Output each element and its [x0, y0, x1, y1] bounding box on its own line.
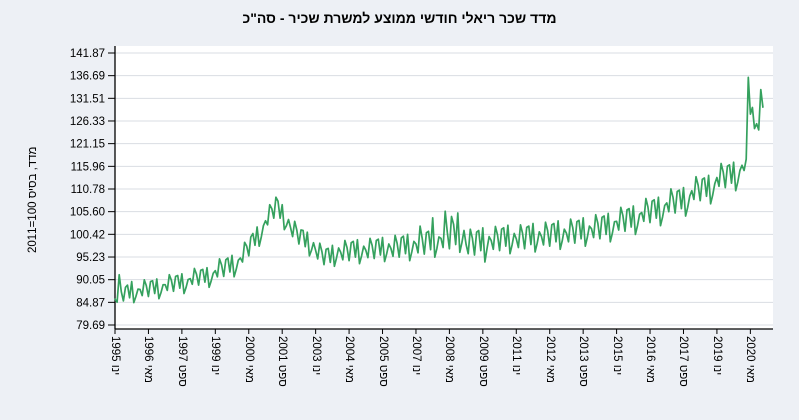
y-tick-label: 131.51	[70, 93, 105, 105]
x-tick-label: ינו 2019	[710, 336, 723, 376]
x-tick-label: מאי 2020	[744, 336, 757, 383]
x-tick-label: מאי 2016	[644, 336, 657, 383]
x-tick-label: מאי 2004	[343, 336, 356, 383]
x-tick-label: מאי 1996	[142, 336, 155, 383]
x-tick-label: ינו 1995	[109, 336, 121, 376]
y-tick-label: 141.87	[70, 48, 105, 60]
y-tick-label: 90.05	[76, 275, 105, 287]
y-tick-label: 105.60	[70, 207, 105, 219]
x-tick-label: ספט 1997	[175, 336, 188, 387]
plot-area	[115, 46, 773, 329]
series-line	[114, 76, 764, 304]
y-tick-label: 95.23	[76, 252, 105, 264]
x-tick-label: ינו 2007	[409, 336, 422, 376]
x-tick-label: ספט 2013	[577, 336, 590, 387]
x-tick-label: מאי 2000	[242, 336, 255, 383]
x-tick-label: ספט 2009	[476, 336, 489, 387]
y-tick-label: 84.87	[76, 297, 105, 309]
x-tick-label: ספט 2005	[376, 336, 389, 387]
x-tick-label: ספט 2017	[677, 336, 690, 387]
y-tick-label: 126.33	[70, 116, 105, 128]
x-tick-label: ינו 2003	[309, 336, 322, 376]
y-tick-label: 79.69	[76, 320, 105, 332]
x-tick-label: ספט 2001	[276, 336, 289, 387]
chart-title: מדד שכר ריאלי חודשי ממוצע למשרת שכיר - ס…	[242, 10, 557, 26]
y-tick-label: 121.15	[70, 139, 105, 151]
y-axis-title: מדד, בסיס 100=2011	[27, 146, 39, 253]
y-tick-label: 115.96	[71, 161, 105, 173]
y-tick-label: 100.42	[70, 229, 105, 241]
y-tick-label: 136.69	[70, 71, 105, 83]
x-tick-label: ינו 2015	[610, 336, 623, 376]
x-tick-label: ינו 1999	[209, 336, 222, 376]
x-tick-label: ינו 2011	[510, 336, 523, 376]
x-tick-label: מאי 2012	[543, 336, 556, 383]
x-tick-label: מאי 2008	[443, 336, 456, 383]
y-tick-label: 110.78	[71, 184, 105, 196]
